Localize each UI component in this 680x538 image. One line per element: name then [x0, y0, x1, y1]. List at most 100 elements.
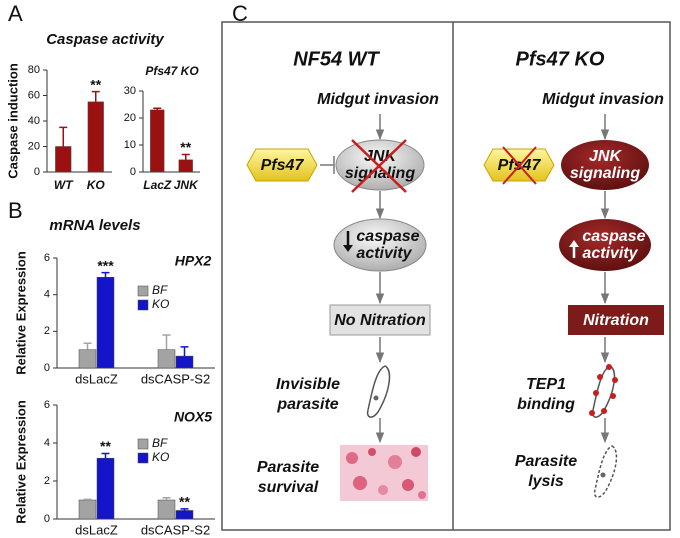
- diagram-frame: [221, 21, 671, 531]
- x-tick-label: KO: [87, 178, 106, 192]
- error-bar: [83, 342, 92, 350]
- error-bar: [101, 271, 110, 278]
- x-tick-label: dsCASP-S2: [141, 371, 210, 386]
- nitration: Nitration: [583, 312, 649, 329]
- tep1-dot: [597, 374, 603, 380]
- lysed-parasite: [593, 445, 618, 498]
- diagram: NF54 WT Pfs47 KO Midgut invasion Pfs47 J…: [221, 21, 671, 531]
- pathway-node: [561, 140, 649, 190]
- pathway-line: JNK: [589, 148, 622, 165]
- panel-label: C: [232, 1, 248, 26]
- significance: **: [100, 438, 111, 454]
- bar: [78, 349, 97, 369]
- outcome-line: binding: [517, 396, 575, 413]
- bar: [175, 355, 194, 369]
- bar: [87, 101, 104, 173]
- y-tick-label: 0: [44, 513, 50, 525]
- outcome: Invisible parasite: [276, 376, 340, 413]
- error-bar: [180, 508, 189, 511]
- caspase-line: activity: [356, 245, 412, 262]
- caspase-line: activity: [582, 245, 638, 262]
- bar: [78, 499, 97, 520]
- legend-label: KO: [152, 297, 169, 311]
- parasite-nucleus: [373, 395, 379, 401]
- y-tick-label: 60: [28, 89, 40, 101]
- micrograph: [340, 445, 428, 501]
- parasite: [366, 365, 391, 418]
- outcome: TEP1 binding: [517, 376, 575, 413]
- y-tick-label: 30: [124, 85, 136, 97]
- bar: [96, 277, 115, 369]
- inhibitor: Pfs47: [261, 157, 305, 174]
- trigger: Midgut invasion: [317, 91, 439, 108]
- caspase: caspase activity: [356, 228, 419, 262]
- tep1-dot: [601, 408, 607, 414]
- y-tick-label: 6: [44, 399, 50, 411]
- y-tick-label: 40: [28, 115, 40, 127]
- outcome: Parasite lysis: [515, 453, 577, 490]
- pathway: JNK signaling: [570, 148, 640, 182]
- y-tick-label: 2: [44, 325, 50, 337]
- bar: [157, 499, 176, 520]
- y-axis-label: Relative Expression: [13, 251, 28, 375]
- significance: **: [179, 494, 190, 510]
- trigger: Midgut invasion: [542, 91, 664, 108]
- block-cross: [351, 139, 407, 193]
- cell: [378, 485, 388, 495]
- pathway-line: signaling: [345, 165, 415, 182]
- tep1-dot: [589, 410, 595, 416]
- bar: [157, 349, 176, 369]
- error-bar: [180, 346, 189, 357]
- y-tick-label: 10: [124, 139, 136, 151]
- chart-title: Caspase activity: [46, 31, 164, 48]
- cell: [353, 476, 367, 490]
- legend-swatch: [137, 285, 149, 297]
- bar: [175, 510, 194, 520]
- outcome-line: survival: [258, 479, 319, 496]
- error-bar: [59, 126, 68, 147]
- legend-swatch: [137, 438, 149, 450]
- y-tick-label: 0: [44, 362, 50, 374]
- chart-title: HPX2: [175, 253, 212, 269]
- x-tick-label: dsLacZ: [75, 522, 118, 537]
- up-arrow-head: [569, 240, 579, 247]
- outcome-line: Parasite: [257, 459, 319, 476]
- error-bar: [83, 498, 92, 501]
- legend-label: KO: [152, 450, 169, 464]
- tep1-dots: [589, 364, 618, 416]
- cell: [418, 491, 426, 499]
- legend-swatch: [137, 452, 149, 464]
- cell: [388, 455, 402, 469]
- y-tick-label: 0: [34, 166, 40, 178]
- y-tick-label: 20: [28, 140, 40, 152]
- x-tick-label: WT: [54, 178, 74, 192]
- x-tick-label: dsLacZ: [75, 371, 118, 386]
- significance: **: [90, 76, 101, 92]
- error-bar: [181, 153, 190, 160]
- nitration: No Nitration: [334, 312, 426, 329]
- pathway-line: signaling: [570, 165, 640, 182]
- bar: [96, 457, 115, 520]
- column-title: Pfs47 KO: [516, 48, 605, 70]
- significance: ***: [97, 257, 114, 273]
- down-arrow-head: [343, 245, 353, 252]
- outcome-line: Parasite: [515, 453, 577, 470]
- outcome-line: lysis: [528, 473, 564, 490]
- y-tick-label: 20: [124, 112, 136, 124]
- y-tick-label: 2: [44, 475, 50, 487]
- bar: [55, 146, 72, 173]
- outcome: Parasite survival: [257, 459, 319, 496]
- nitration-node: [329, 304, 431, 336]
- bar: [150, 109, 165, 173]
- nitration-node: [568, 305, 664, 335]
- y-tick-label: 4: [44, 289, 50, 301]
- tep1-dot: [610, 393, 616, 399]
- legend-swatch: [137, 299, 149, 311]
- x-tick-label: JNK: [174, 178, 199, 192]
- outcome-line: TEP1: [526, 376, 566, 393]
- outcome-line: Invisible: [276, 376, 340, 393]
- y-axis-label: Relative Expression: [13, 400, 28, 524]
- error-bar: [162, 496, 171, 500]
- panel-label: A: [8, 1, 23, 26]
